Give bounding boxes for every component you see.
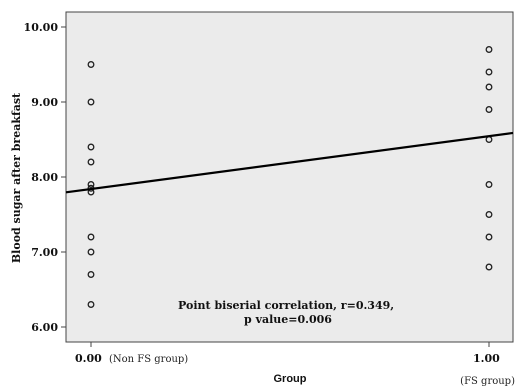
y-axis-ticks: 6.00 7.00 8.00 9.00 10.00 <box>24 21 66 334</box>
data-point <box>87 143 95 151</box>
y-tick-label: 6.00 <box>31 321 58 334</box>
y-tick-label: 8.00 <box>31 171 58 184</box>
regression-line <box>65 131 514 194</box>
data-point <box>87 301 95 308</box>
data-points <box>87 46 493 308</box>
data-point <box>485 181 493 188</box>
data-point <box>87 233 95 241</box>
annotation-line-2: p value=0.006 <box>244 313 332 326</box>
annotation-line-1: Point biserial correlation, r=0.349, <box>178 299 394 312</box>
x-axis-ticks: 0.00 (Non FS group) 1.00 (FS group) <box>75 342 515 387</box>
x-axis-label: Group <box>274 373 307 385</box>
data-point <box>87 61 95 68</box>
y-axis-label: Blood sugar after breakfast <box>10 92 23 263</box>
y-tick-label: 10.00 <box>24 21 59 34</box>
y-tick-label: 7.00 <box>31 246 58 259</box>
data-point <box>485 263 493 271</box>
data-point <box>485 211 493 218</box>
data-point <box>87 158 95 166</box>
data-point <box>87 181 95 188</box>
x-group-label: (Non FS group) <box>109 354 188 365</box>
data-point <box>485 46 493 53</box>
correlation-annotation: Point biserial correlation, r=0.349, p v… <box>178 299 398 326</box>
y-tick-label: 9.00 <box>31 96 58 109</box>
x-tick-label: 1.00 <box>473 352 500 365</box>
data-point <box>485 83 493 91</box>
data-point <box>485 106 493 113</box>
x-group-label: (FS group) <box>460 376 515 387</box>
data-point <box>87 98 95 106</box>
data-point <box>485 233 493 241</box>
data-point <box>87 248 95 256</box>
x-tick-label: 0.00 <box>75 352 102 365</box>
plot-area <box>65 11 514 343</box>
data-point <box>87 271 95 278</box>
data-point <box>485 68 493 76</box>
